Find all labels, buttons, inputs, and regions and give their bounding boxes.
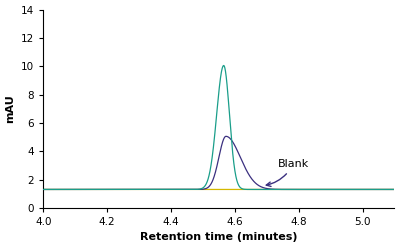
Text: Blank: Blank: [266, 159, 309, 186]
Y-axis label: mAU: mAU: [6, 94, 16, 123]
X-axis label: Retention time (minutes): Retention time (minutes): [140, 232, 298, 243]
